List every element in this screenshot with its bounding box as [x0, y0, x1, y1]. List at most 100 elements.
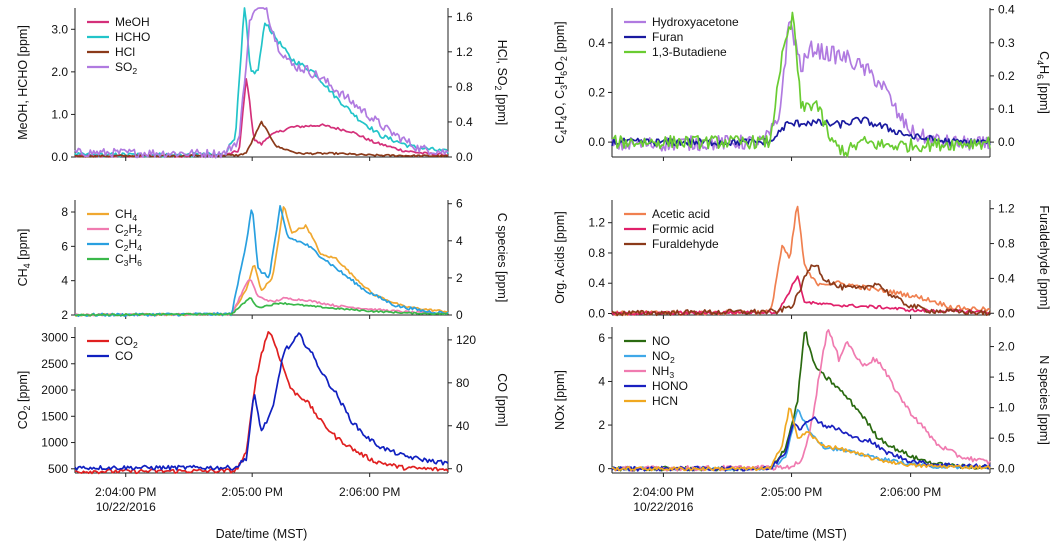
y-tick-label-left: 0.8 [588, 246, 605, 260]
y-tick-label-right: 0.8 [998, 237, 1015, 251]
y-tick-label-right: 1.2 [456, 45, 473, 59]
chart-panel-bottom-right: 0 2 4 6 0.0 0.5 1.0 1.5 2.0 NOx [ppm] N species [p… [553, 327, 1051, 541]
y-tick-label-left: 0.2 [588, 85, 605, 99]
y-tick-label-left: 2 [61, 308, 68, 322]
legend-label: 1,3-Butadiene [652, 45, 727, 59]
x-tick-label: 2:04:00 PM [95, 485, 156, 499]
y-tick-label-left: 500 [48, 462, 68, 476]
chart-panel-middle-right: 0.0 0.4 0.8 1.2 0.0 0.4 0.8 1.2 Org. Acids [ppm]… [553, 200, 1051, 320]
chart-panel-bottom-left: 500 1000 1500 2000 2500 3000 0 40 80 120 CO2 [ppm]… [16, 327, 509, 541]
legend-label: MeOH [115, 15, 150, 29]
y-axis-label-left: MeOH, HCHO [ppm] [16, 25, 30, 140]
y-axis-label-left: NOx [ppm] [553, 370, 567, 430]
series-line-so2 [74, 7, 449, 159]
y-tick-label-left: 1.2 [588, 216, 605, 230]
y-tick-label-right: 0.8 [456, 80, 473, 94]
legend-label: SO2 [115, 60, 137, 76]
chart-panel-top-left: 0.0 1.0 2.0 3.0 0.0 0.4 0.8 1.2 1.6 MeOH, HCHO [p… [16, 7, 509, 164]
y-tick-label-right: 1.2 [998, 202, 1015, 216]
legend-label: C2H2 [115, 222, 142, 238]
y-axis-label-left: CO2 [ppm] [16, 371, 32, 430]
x-tick-label: 2:05:00 PM [221, 485, 282, 499]
y-tick-label-left: 8 [61, 205, 68, 219]
y-tick-label-right: 0 [456, 462, 463, 476]
legend-label: Furaldehyde [652, 237, 719, 251]
y-tick-label-right: 1.5 [998, 370, 1015, 384]
y-tick-label-left: 0 [598, 462, 605, 476]
y-tick-label-left: 1000 [41, 436, 68, 450]
y-tick-label-left: 0.4 [588, 276, 605, 290]
legend-label: Acetic acid [652, 207, 710, 221]
y-tick-label-right: 0.0 [456, 150, 473, 164]
y-tick-label-left: 0.0 [51, 150, 68, 164]
y-tick-label-right: 1.6 [456, 10, 473, 24]
x-date-label: 10/22/2016 [633, 500, 693, 514]
series-line-co [74, 332, 449, 471]
y-tick-label-right: 0.4 [998, 3, 1015, 17]
y-tick-label-left: 0.0 [588, 135, 605, 149]
x-tick-label: 2:04:00 PM [633, 485, 694, 499]
legend-label: HCN [652, 394, 678, 408]
series-line-c2h2 [74, 278, 449, 317]
legend-label: NO [652, 334, 670, 348]
y-tick-label-right: 0.0 [998, 135, 1015, 149]
y-tick-label-right: 80 [456, 376, 470, 390]
y-tick-label-right: 0.2 [998, 69, 1015, 83]
y-axis-label-right: CO [ppm] [495, 373, 509, 427]
y-tick-label-left: 2 [598, 418, 605, 432]
y-axis-label-left: Org. Acids [ppm] [553, 211, 567, 303]
x-tick-label: 2:06:00 PM [339, 485, 400, 499]
y-tick-label-left: 2500 [41, 357, 68, 371]
legend-label: C2H4 [115, 237, 142, 253]
legend-label: CO2 [115, 334, 138, 350]
legend-label: HCHO [115, 30, 150, 44]
series-line-c3h6 [74, 297, 449, 317]
y-tick-label-right: 4 [456, 234, 463, 248]
y-tick-label-right: 120 [456, 333, 476, 347]
legend-label: Hydroxyacetone [652, 15, 739, 29]
y-tick-label-right: 0.1 [998, 102, 1015, 116]
y-axis-label-right: C4H6 [ppm] [1035, 51, 1051, 114]
y-tick-label-left: 0.4 [588, 36, 605, 50]
y-tick-label-right: 40 [456, 419, 470, 433]
y-tick-label-left: 3000 [41, 331, 68, 345]
x-tick-label: 2:06:00 PM [880, 485, 941, 499]
legend-label: HCl [115, 45, 135, 59]
y-axis-label-right: HCl, SO2 [ppm] [493, 40, 509, 126]
series-line-hcl [74, 120, 449, 158]
legend-label: Furan [652, 30, 683, 44]
y-tick-label-right: 0 [456, 308, 463, 322]
y-tick-label-right: 0.0 [998, 462, 1015, 476]
y-tick-label-right: 0.3 [998, 36, 1015, 50]
y-tick-label-right: 0.0 [998, 306, 1015, 320]
y-tick-label-left: 6 [598, 331, 605, 345]
series-line-co2 [75, 331, 449, 475]
y-tick-label-right: 2 [456, 271, 463, 285]
y-tick-label-right: 1.0 [998, 401, 1015, 415]
y-tick-label-left: 3.0 [51, 22, 68, 36]
y-tick-label-right: 2.0 [998, 340, 1015, 354]
series-line-hcho [74, 7, 449, 158]
y-tick-label-right: 0.4 [456, 115, 473, 129]
x-tick-label: 2:05:00 PM [761, 485, 822, 499]
y-axis-label-right: N species [ppm] [1037, 355, 1051, 445]
series-line-formic-acid [611, 275, 991, 316]
legend-label: CO [115, 349, 133, 363]
y-tick-label-right: 0.5 [998, 431, 1015, 445]
y-tick-label-left: 2.0 [51, 65, 68, 79]
x-axis-label: Date/time (MST) [755, 527, 847, 541]
series-line-1-3-butadiene [611, 11, 991, 158]
x-axis-label: Date/time (MST) [216, 527, 308, 541]
legend-label: CH4 [115, 207, 137, 223]
series-line-furaldehyde [611, 264, 991, 317]
y-tick-label-left: 4 [598, 374, 605, 388]
y-axis-label-left: C4H4O, C3H6O2 [ppm] [553, 21, 569, 143]
legend-label: NH3 [652, 364, 674, 380]
y-axis-label-right: C species [ppm] [495, 213, 509, 303]
x-date-label: 10/22/2016 [96, 500, 156, 514]
y-tick-label-left: 1.0 [51, 107, 68, 121]
y-tick-label-left: 4 [61, 274, 68, 288]
y-tick-label-right: 0.4 [998, 271, 1015, 285]
